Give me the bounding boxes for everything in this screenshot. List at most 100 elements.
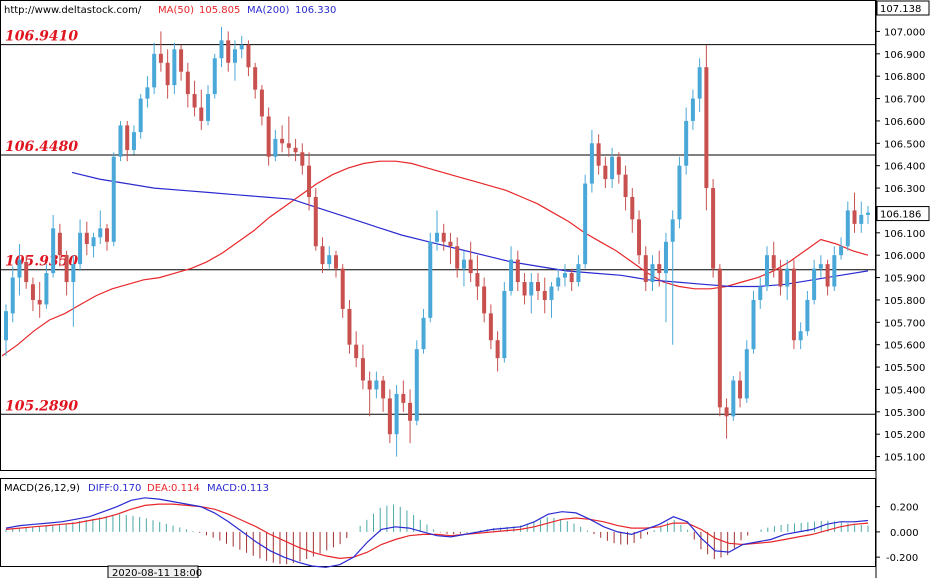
candle-body [630, 197, 635, 220]
candle [414, 340, 419, 426]
candle-body [105, 228, 110, 242]
candle-body [125, 125, 130, 151]
candle [71, 255, 76, 327]
candle [657, 250, 662, 287]
candle [603, 156, 608, 189]
candle [394, 384, 399, 457]
candle-body [165, 62, 170, 86]
candle [717, 264, 722, 417]
candle [259, 85, 264, 126]
candle-body [152, 53, 157, 88]
candle-body [778, 268, 783, 287]
candle-body [677, 165, 682, 220]
candle [711, 179, 716, 278]
candle [286, 116, 291, 157]
candle [556, 268, 561, 291]
price-tick-label: 106.500 [884, 139, 925, 150]
candle [522, 273, 527, 305]
candle-body [791, 268, 796, 341]
candle [98, 210, 103, 244]
candle-body [91, 237, 96, 247]
candle-body [360, 358, 365, 381]
ma50-value: 105.805 [199, 5, 240, 16]
candle [273, 129, 278, 162]
candle [408, 389, 413, 444]
candle-body [482, 286, 487, 314]
candle-body [320, 246, 325, 265]
candle-body [610, 156, 615, 180]
macd-tick-label: 0.000 [890, 528, 919, 539]
candle [576, 255, 581, 287]
candle [125, 120, 130, 162]
candle-body [771, 255, 776, 269]
candle-body [468, 259, 473, 274]
candle [340, 264, 345, 318]
candle-body [455, 246, 460, 269]
price-tick-label: 105.400 [884, 385, 925, 396]
candle-body [131, 132, 136, 151]
candle [179, 44, 184, 81]
top-price-box [876, 0, 930, 16]
candle [226, 31, 231, 72]
price-tick-label: 105.300 [884, 408, 925, 419]
candle-body [428, 241, 433, 318]
candle-body [71, 264, 76, 283]
price-tick-label: 107.000 [884, 27, 925, 38]
candle-body [421, 317, 426, 350]
candle [10, 266, 15, 323]
candle [367, 371, 372, 417]
current-price-box [876, 206, 930, 222]
candle-body [64, 255, 69, 283]
candle-body [697, 67, 702, 99]
candle-body [852, 210, 857, 224]
candle [637, 210, 642, 265]
candle-body [354, 344, 359, 359]
candle [199, 89, 204, 130]
candle-body [253, 67, 258, 90]
candle [313, 188, 318, 251]
candle-body [273, 138, 278, 157]
candle [791, 259, 796, 350]
candle-body [259, 89, 264, 117]
candle-body [825, 264, 830, 287]
candle [482, 277, 487, 323]
candle [37, 282, 42, 318]
candle-body [576, 264, 581, 283]
candle-body [414, 349, 419, 421]
candle [145, 76, 150, 108]
candle [738, 371, 743, 408]
candle [643, 246, 648, 291]
candle [165, 49, 170, 99]
price-tick-label: 106.100 [884, 229, 925, 240]
level-label: 106.4480 [5, 139, 78, 155]
candle-body [307, 165, 312, 198]
candle-body [111, 156, 116, 242]
candle [381, 376, 386, 412]
candle [212, 53, 217, 99]
candle [495, 331, 500, 372]
candle [549, 282, 554, 318]
candle-body [569, 273, 574, 283]
candle-body [711, 188, 716, 269]
candle [542, 277, 547, 314]
candle-body [172, 49, 177, 86]
candle [852, 192, 857, 233]
candle [562, 264, 567, 287]
level-label: 105.2890 [5, 398, 78, 414]
candle-body [690, 98, 695, 121]
candle [764, 246, 769, 291]
price-tick-label: 105.500 [884, 363, 925, 374]
candle-body [118, 125, 123, 157]
candle-body [280, 138, 285, 144]
candle [697, 58, 702, 112]
candle-body [684, 120, 689, 166]
candle-body [583, 183, 588, 265]
current-price: 106.186 [880, 210, 921, 221]
macd-dea-line [5, 503, 869, 560]
candle [172, 42, 177, 95]
candle [623, 165, 628, 211]
candle-body [818, 264, 823, 269]
candle-body [488, 313, 493, 341]
candle [44, 264, 49, 309]
